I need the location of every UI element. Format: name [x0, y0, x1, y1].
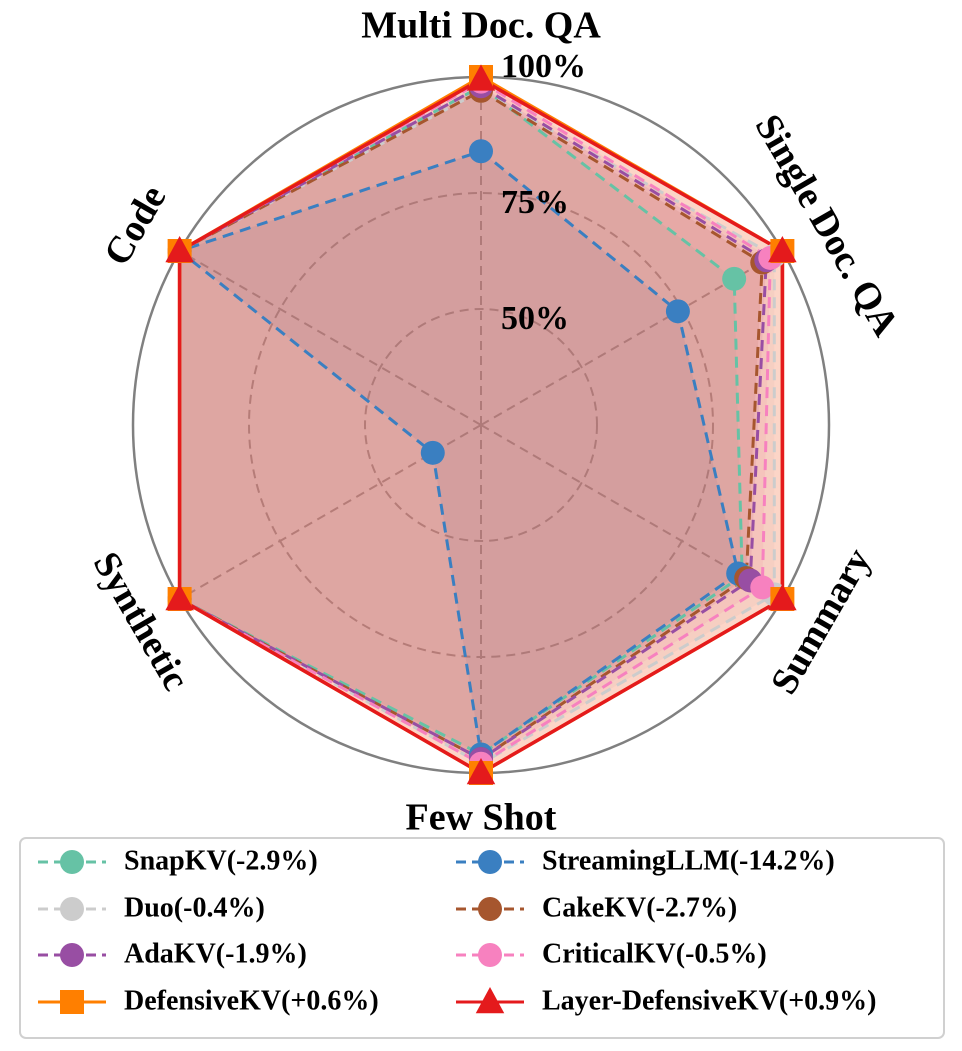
data-point-layer-defensivekv-synthetic: [165, 584, 194, 611]
axis-label-multi-doc-qa: Multi Doc. QA: [361, 5, 601, 47]
data-point-streamingllm-single-doc-qa: [665, 299, 690, 324]
legend-marker-duo: [60, 897, 84, 921]
series-fill-criticalkv: [179, 81, 771, 764]
data-point-layer-defensivekv-single-doc-qa: [768, 236, 797, 263]
legend-marker-adakv: [60, 943, 84, 967]
tick-label-50: 50%: [501, 300, 569, 337]
tick-label-75: 75%: [501, 184, 569, 221]
legend-marker-defensivekv: [60, 990, 84, 1014]
data-point-streamingllm-multi-doc-qa: [469, 139, 493, 164]
data-point-layer-defensivekv-code: [165, 236, 194, 263]
data-point-layer-defensivekv-multi-doc-qa: [466, 64, 496, 91]
series-fill-cakekv: [179, 90, 763, 760]
series-markers: [165, 64, 797, 785]
legend-label-criticalkv: CriticalKV(-0.5%): [542, 938, 767, 969]
series-fills: [179, 77, 783, 774]
legend-label-duo: Duo(-0.4%): [124, 892, 265, 923]
series-fill-adakv: [179, 86, 767, 760]
radial-tick-labels: 50% 75% 100%: [501, 48, 586, 337]
legend-marker-cakekv: [478, 897, 502, 921]
legend-label-defensivekv: DefensiveKV(+0.6%): [124, 985, 379, 1016]
series-fill-defensivekv: [179, 77, 783, 773]
legend-label-adakv: AdaKV(-1.9%): [124, 938, 307, 969]
legend-marker-streamingllm: [478, 850, 502, 874]
data-point-layer-defensivekv-summary: [768, 584, 797, 611]
spoke-synthetic: [179, 424, 482, 600]
legend-label-cakekv: CakeKV(-2.7%): [542, 892, 737, 923]
legend-marker-layer-defensivekv: [475, 987, 505, 1014]
tick-label-100: 100%: [501, 48, 586, 85]
legend-marker-criticalkv: [478, 943, 502, 967]
legend-frame: [19, 837, 945, 1039]
legend-label-streamingllm: StreamingLLM(-14.2%): [542, 845, 835, 876]
data-point-criticalkv-summary: [750, 575, 775, 600]
axis-label-code: Code: [96, 178, 175, 272]
series-fill-streamingllm: [179, 151, 739, 755]
data-point-streamingllm-synthetic: [420, 440, 445, 465]
data-point-layer-defensivekv-few-shot: [466, 758, 496, 785]
legend-marker-snapkv: [60, 850, 84, 874]
legend: SnapKV(-2.9%) StreamingLLM(-14.2%) Duo(-0.…: [19, 837, 945, 1039]
legend-label-layer-defensivekv: Layer-DefensiveKV(+0.9%): [542, 985, 877, 1016]
axis-label-few-shot: Few Shot: [406, 797, 557, 839]
series-fill-layer-defensivekv: [179, 79, 783, 774]
series-fill-duo: [179, 90, 775, 764]
legend-label-snapkv: SnapKV(-2.9%): [124, 845, 318, 876]
series-fill-snapkv: [179, 86, 743, 755]
spoke-code: [179, 250, 482, 426]
grid-circle-50: [364, 308, 598, 542]
data-point-snapkv-single-doc-qa: [722, 266, 747, 291]
